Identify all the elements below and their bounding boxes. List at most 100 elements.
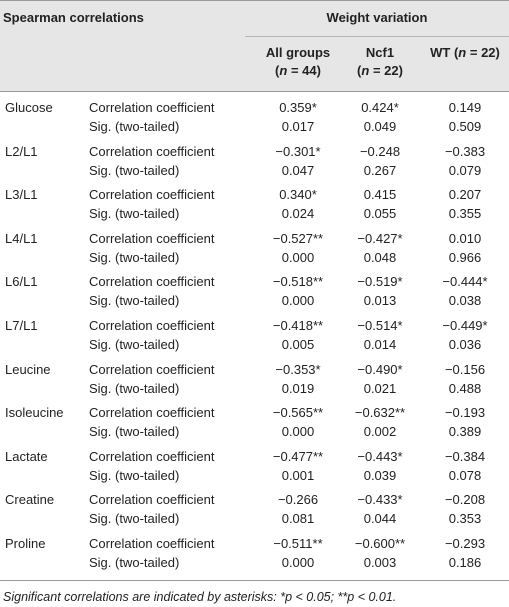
row-variable-label: L3/L1 <box>5 187 38 202</box>
row-coef-label: Correlation coefficient <box>89 100 215 115</box>
sig-cell: 0.966 <box>448 250 482 265</box>
sig-cell: 0.013 <box>363 293 397 308</box>
sig-cell: 0.036 <box>448 337 482 352</box>
row-sig-label: Sig. (two-tailed) <box>89 163 180 178</box>
sig-cell: 0.001 <box>281 468 315 483</box>
row-variable-label: Leucine <box>5 362 51 377</box>
coef-cell: −0.208 <box>444 492 486 507</box>
coef-cell: 0.359* <box>279 100 317 115</box>
coef-cell: −0.511** <box>273 536 323 551</box>
coef-cell: −0.519* <box>357 274 403 289</box>
coef-cell: −0.193 <box>444 405 486 420</box>
coef-cell: −0.248 <box>359 144 401 159</box>
row-variable-label: Isoleucine <box>5 405 64 420</box>
footnote: Significant correlations are indicated b… <box>3 590 397 604</box>
col-header-all-groups: All groups <box>265 45 331 60</box>
sig-cell: 0.000 <box>281 555 315 570</box>
sig-cell: 0.021 <box>363 381 397 396</box>
sig-cell: 0.000 <box>281 424 315 439</box>
header-band <box>0 0 509 91</box>
row-variable-label: Proline <box>5 536 46 551</box>
coef-cell: −0.383 <box>444 144 486 159</box>
sig-cell: 0.003 <box>363 555 397 570</box>
row-sig-label: Sig. (two-tailed) <box>89 468 180 483</box>
sig-cell: 0.353 <box>448 511 482 526</box>
corner-label: Spearman correlations <box>3 10 144 25</box>
coef-cell: −0.433* <box>357 492 403 507</box>
sig-cell: 0.079 <box>448 163 482 178</box>
row-sig-label: Sig. (two-tailed) <box>89 381 180 396</box>
row-coef-label: Correlation coefficient <box>89 231 215 246</box>
row-variable-label: L6/L1 <box>5 274 38 289</box>
row-sig-label: Sig. (two-tailed) <box>89 424 180 439</box>
coef-cell: −0.518** <box>272 274 324 289</box>
sig-cell: 0.048 <box>363 250 397 265</box>
row-sig-label: Sig. (two-tailed) <box>89 119 180 134</box>
col-header-all-groups-n: (n = 44) <box>275 63 321 78</box>
sig-cell: 0.389 <box>448 424 482 439</box>
col-header-ncf1-n: (n = 22) <box>357 63 403 78</box>
row-coef-label: Correlation coefficient <box>89 187 215 202</box>
row-variable-label: Creatine <box>5 492 55 507</box>
col-header-wt: WT (n = 22) <box>430 45 500 60</box>
sig-cell: 0.000 <box>281 250 315 265</box>
coef-cell: −0.301* <box>275 144 321 159</box>
sig-cell: 0.019 <box>281 381 315 396</box>
coef-cell: −0.293 <box>444 536 486 551</box>
coef-cell: −0.449* <box>442 318 488 333</box>
row-variable-label: Glucose <box>5 100 53 115</box>
row-coef-label: Correlation coefficient <box>89 449 215 464</box>
coef-cell: −0.427* <box>357 231 403 246</box>
row-sig-label: Sig. (two-tailed) <box>89 337 180 352</box>
row-coef-label: Correlation coefficient <box>89 144 215 159</box>
row-variable-label: L4/L1 <box>5 231 38 246</box>
col-header-ncf1: Ncf1 <box>365 45 395 60</box>
group-label: Weight variation <box>326 10 428 25</box>
coef-cell: 0.149 <box>448 100 482 115</box>
sig-cell: 0.488 <box>448 381 482 396</box>
coef-cell: 0.340* <box>279 187 317 202</box>
row-variable-label: Lactate <box>5 449 48 464</box>
sig-cell: 0.039 <box>363 468 397 483</box>
sig-cell: 0.017 <box>281 119 315 134</box>
coef-cell: −0.514* <box>357 318 403 333</box>
sig-cell: 0.049 <box>363 119 397 134</box>
row-coef-label: Correlation coefficient <box>89 274 215 289</box>
sig-cell: 0.078 <box>448 468 482 483</box>
sig-cell: 0.081 <box>281 511 315 526</box>
coef-cell: 0.424* <box>361 100 399 115</box>
sig-cell: 0.355 <box>448 206 482 221</box>
sig-cell: 0.014 <box>363 337 397 352</box>
row-sig-label: Sig. (two-tailed) <box>89 293 180 308</box>
coef-cell: −0.600** <box>354 536 406 551</box>
coef-cell: −0.384 <box>444 449 486 464</box>
row-variable-label: L7/L1 <box>5 318 38 333</box>
sig-cell: 0.000 <box>281 293 315 308</box>
sig-cell: 0.055 <box>363 206 397 221</box>
coef-cell: −0.266 <box>277 492 319 507</box>
header-rule <box>0 91 509 92</box>
sig-cell: 0.186 <box>448 555 482 570</box>
sig-cell: 0.044 <box>363 511 397 526</box>
coef-cell: −0.477** <box>272 449 324 464</box>
sig-cell: 0.024 <box>281 206 315 221</box>
row-coef-label: Correlation coefficient <box>89 362 215 377</box>
coef-cell: −0.353* <box>275 362 321 377</box>
bottom-rule <box>0 580 509 581</box>
coef-cell: −0.443* <box>357 449 403 464</box>
coef-cell: −0.490* <box>357 362 403 377</box>
coef-cell: −0.156 <box>444 362 486 377</box>
group-underline <box>245 36 509 37</box>
coef-cell: 0.207 <box>448 187 482 202</box>
coef-cell: −0.527** <box>272 231 324 246</box>
coef-cell: 0.010 <box>448 231 482 246</box>
row-coef-label: Correlation coefficient <box>89 405 215 420</box>
sig-cell: 0.267 <box>363 163 397 178</box>
coef-cell: −0.565** <box>272 405 324 420</box>
row-sig-label: Sig. (two-tailed) <box>89 206 180 221</box>
coef-cell: −0.418** <box>272 318 324 333</box>
row-coef-label: Correlation coefficient <box>89 492 215 507</box>
sig-cell: 0.038 <box>448 293 482 308</box>
row-coef-label: Correlation coefficient <box>89 536 215 551</box>
